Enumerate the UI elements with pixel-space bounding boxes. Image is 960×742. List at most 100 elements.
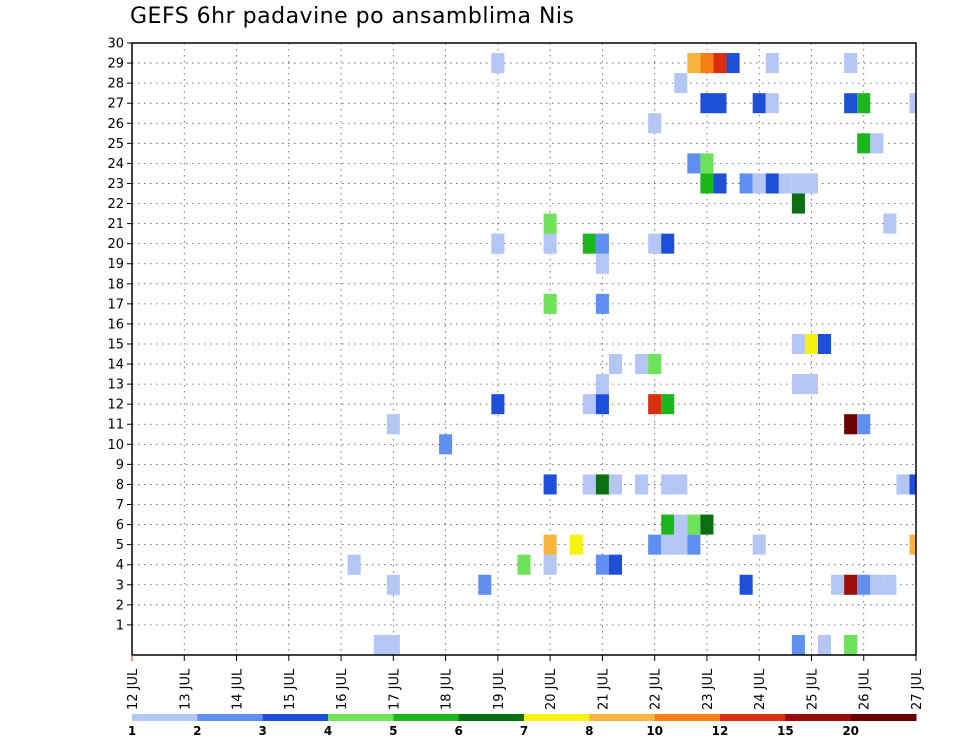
x-tick-label: 20 JUL (544, 668, 559, 710)
heatmap-cell (582, 233, 596, 254)
heatmap-cell (791, 173, 805, 194)
legend-label: 1 (128, 724, 136, 738)
y-tick-label: 17 (107, 297, 124, 312)
y-tick-label: 11 (107, 418, 124, 433)
heatmap-cell (674, 514, 688, 535)
legend-label: 20 (842, 724, 859, 738)
heatmap-cell (857, 574, 871, 595)
heatmap-cell (883, 213, 897, 234)
heatmap-cell (687, 153, 701, 174)
legend-label: 4 (324, 724, 332, 738)
heatmap-cell (909, 93, 916, 114)
heatmap-cell (857, 414, 871, 435)
legend-swatch (524, 714, 590, 721)
heatmap-cell (661, 394, 675, 415)
legend-label: 7 (520, 724, 528, 738)
heatmap-cell (595, 233, 609, 254)
heatmap-cell (687, 534, 701, 555)
heatmap-cell (700, 153, 714, 174)
heatmap-cell (582, 394, 596, 415)
legend-label: 3 (258, 724, 266, 738)
y-tick-label: 2 (116, 598, 124, 613)
heatmap-cell (791, 333, 805, 355)
heatmap-cell (687, 514, 701, 535)
legend-swatch (850, 714, 917, 721)
x-tick-label: 15 JUL (283, 668, 298, 710)
heatmap-cell (870, 133, 884, 154)
x-tick-label: 26 JUL (858, 668, 873, 710)
x-tick-label: 23 JUL (701, 668, 716, 710)
y-tick-label: 6 (116, 518, 124, 533)
heatmap-cell (700, 173, 714, 194)
heatmap-cell (543, 293, 557, 314)
heatmap-cell (909, 534, 916, 555)
y-tick-label: 30 (107, 37, 124, 52)
heatmap-cell (386, 634, 400, 655)
color-legend: 1 2 3 4 5 6 7 8 10 12 15 20 (128, 714, 917, 738)
heatmap-cell (582, 474, 596, 495)
heatmap-cell (386, 574, 400, 595)
x-tick-label: 19 JUL (492, 668, 507, 710)
x-tick-label: 22 JUL (649, 668, 664, 710)
y-tick-label: 21 (107, 217, 124, 232)
heatmap-cell (713, 93, 727, 114)
heatmap-cell (818, 634, 832, 655)
x-tick-label: 27 JUL (910, 668, 925, 710)
heatmap-cell (791, 374, 805, 395)
heatmap-cell (896, 474, 910, 495)
x-tick-label: 24 JUL (753, 668, 768, 710)
heatmap-cell (700, 93, 714, 114)
heatmap-cell (661, 233, 675, 254)
y-tick-label: 3 (116, 578, 124, 593)
y-tick-label: 19 (107, 257, 124, 272)
heatmap-cell (595, 394, 609, 415)
x-tick-label: 18 JUL (440, 668, 455, 710)
legend-swatch (393, 714, 460, 721)
x-tick-label: 14 JUL (231, 668, 246, 710)
legend-swatch (720, 714, 786, 721)
x-tick-label: 13 JUL (178, 668, 193, 710)
legend-swatch (262, 714, 329, 721)
x-tick-label: 16 JUL (335, 668, 350, 710)
heatmap-cell (739, 574, 753, 595)
heatmap-cell (569, 534, 583, 555)
plot-frame (131, 42, 917, 656)
heatmap-cell (648, 394, 662, 415)
heatmap-cell (700, 53, 714, 74)
legend-swatch (654, 714, 721, 721)
y-tick-label: 4 (116, 558, 124, 573)
heatmap-cell (491, 394, 505, 415)
heatmap-cell (700, 514, 714, 535)
legend-swatch (328, 714, 394, 721)
heatmap-cell (648, 113, 662, 134)
legend-swatch (197, 714, 264, 721)
heatmap-cell (909, 474, 916, 495)
y-tick-label: 16 (107, 317, 124, 332)
y-tick-label: 23 (107, 177, 124, 192)
legend-label: 2 (193, 724, 201, 738)
legend-swatch (458, 714, 525, 721)
heatmap-cell (752, 534, 766, 555)
y-tick-label: 22 (107, 197, 124, 212)
y-tick-label: 10 (107, 438, 124, 453)
y-tick-label: 28 (107, 77, 124, 92)
y-tick-label: 20 (107, 237, 124, 252)
heatmap-cell (857, 93, 871, 114)
chart-title: GEFS 6hr padavine po ansamblima Nis (130, 4, 575, 29)
heatmap-cell (347, 554, 361, 575)
heatmap-cell (818, 333, 832, 355)
legend-label: 5 (389, 724, 397, 738)
heatmap-cell (778, 173, 792, 194)
y-tick-label: 5 (116, 538, 124, 553)
x-tick-label: 12 JUL (126, 668, 141, 710)
heatmap-cell (687, 53, 701, 74)
heatmap-cell (635, 474, 649, 495)
heatmap-cell (543, 534, 557, 555)
heatmap-cell (831, 574, 845, 595)
heatmap-cell (491, 233, 505, 254)
y-tick-label: 29 (107, 57, 124, 72)
heatmap-cell (608, 474, 622, 495)
heatmap-cell (844, 414, 858, 435)
